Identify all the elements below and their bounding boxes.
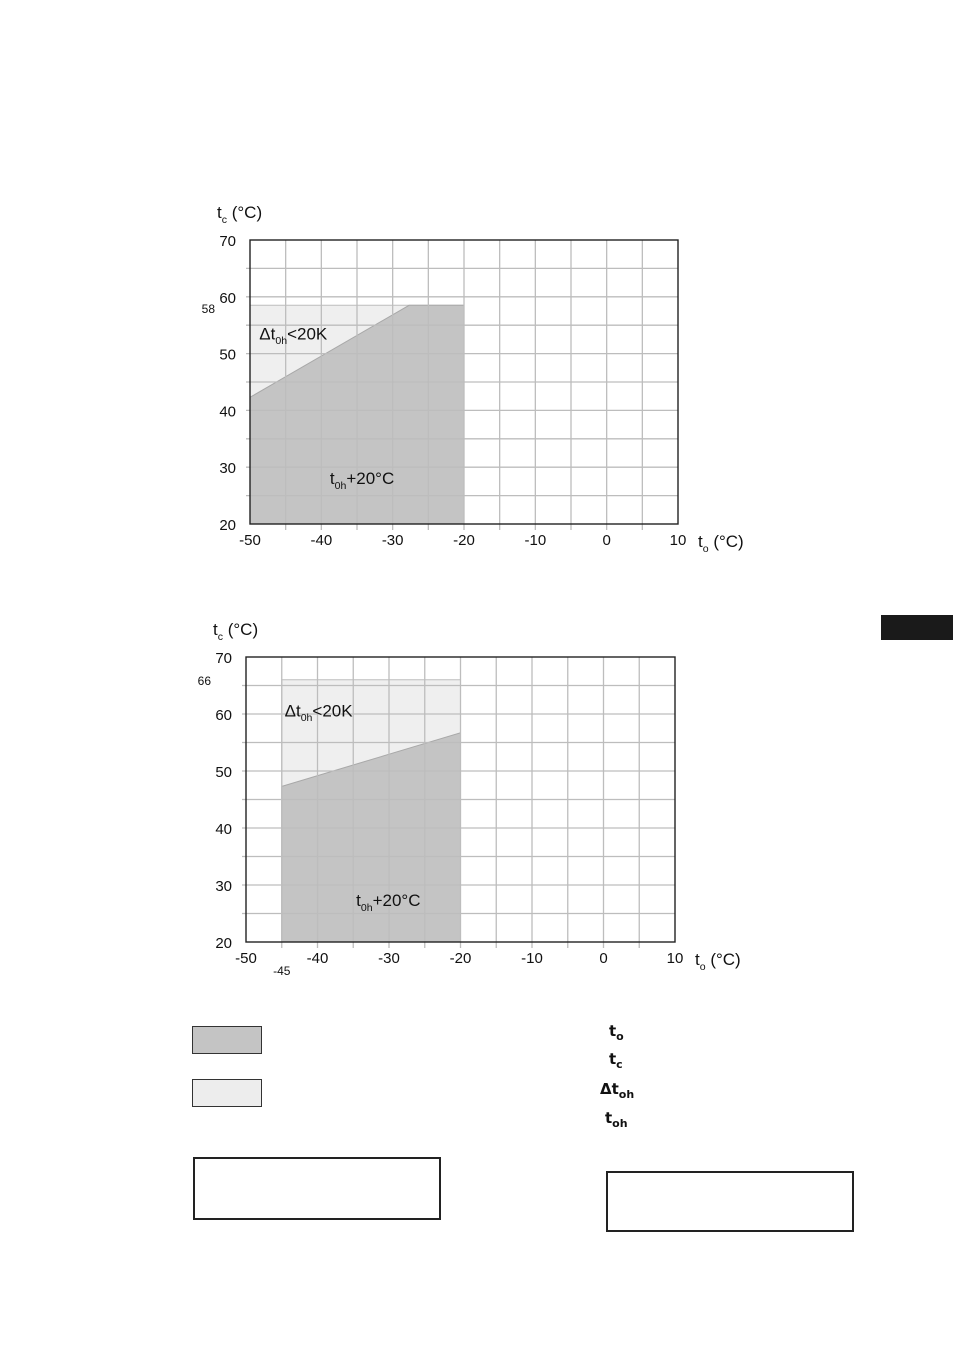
y-extra-tick-label: 58 bbox=[202, 302, 216, 316]
legend-swatch-light bbox=[192, 1079, 262, 1107]
section-tab-marker bbox=[881, 615, 953, 640]
symbol-to: to bbox=[609, 1022, 624, 1043]
y-tick-label: 60 bbox=[219, 290, 236, 307]
y-tick-label: 20 bbox=[219, 517, 236, 534]
y-tick-label: 70 bbox=[215, 650, 232, 667]
plot-frame bbox=[249, 239, 679, 525]
y-tick-label: 60 bbox=[215, 707, 232, 724]
y-tick-label: 40 bbox=[215, 821, 232, 838]
x-tick-label: 0 bbox=[602, 532, 610, 549]
x-tick-label: -40 bbox=[310, 532, 332, 549]
symbol-delta-toh: Δtoh bbox=[600, 1080, 635, 1101]
annotation-delta: Δt0h<20K bbox=[259, 324, 328, 347]
y-tick-label: 70 bbox=[219, 233, 236, 250]
y-tick-label: 40 bbox=[219, 403, 236, 420]
x-tick-label: -30 bbox=[382, 532, 404, 549]
annotation-delta: Δt0h<20K bbox=[285, 701, 354, 724]
y-axis-label: tc (°C) bbox=[213, 620, 258, 643]
x-tick-label: -50 bbox=[239, 532, 261, 549]
x-tick-label: -10 bbox=[521, 950, 543, 967]
x-tick-label: -10 bbox=[524, 532, 546, 549]
annotation-toh: t0h+20°C bbox=[356, 891, 420, 914]
y-tick-label: 20 bbox=[215, 935, 232, 952]
symbol-tc: tc bbox=[609, 1050, 623, 1071]
x-tick-label: -20 bbox=[453, 532, 475, 549]
x-axis-label: to (°C) bbox=[698, 532, 744, 555]
x-tick-label: -20 bbox=[450, 950, 472, 967]
y-tick-label: 50 bbox=[215, 764, 232, 781]
chart-upper: -50 -40 -30 -20 -10 0 10 20 30 40 50 60 70 58 tc (°C) t… bbox=[202, 203, 744, 555]
x-tick-label: -40 bbox=[307, 950, 329, 967]
y-axis-label: tc (°C) bbox=[217, 203, 262, 226]
symbol-toh: toh bbox=[605, 1109, 628, 1130]
annotation-toh: t0h+20°C bbox=[330, 469, 394, 492]
y-extra-tick-label: 66 bbox=[198, 674, 212, 688]
y-tick-label: 30 bbox=[219, 460, 236, 477]
legend-swatch-dark bbox=[192, 1026, 262, 1054]
x-tick-label: 10 bbox=[670, 532, 687, 549]
x-extra-tick-label: -45 bbox=[273, 964, 291, 978]
x-tick-label: -50 bbox=[235, 950, 257, 967]
x-tick-label: 10 bbox=[667, 950, 684, 967]
x-tick-label: 0 bbox=[599, 950, 607, 967]
y-tick-label: 50 bbox=[219, 347, 236, 364]
note-box-left bbox=[193, 1157, 441, 1220]
note-box-right bbox=[606, 1171, 854, 1232]
plot-frame bbox=[245, 656, 676, 943]
x-axis-label: to (°C) bbox=[695, 950, 741, 973]
y-tick-label: 30 bbox=[215, 878, 232, 895]
x-tick-label: -30 bbox=[378, 950, 400, 967]
